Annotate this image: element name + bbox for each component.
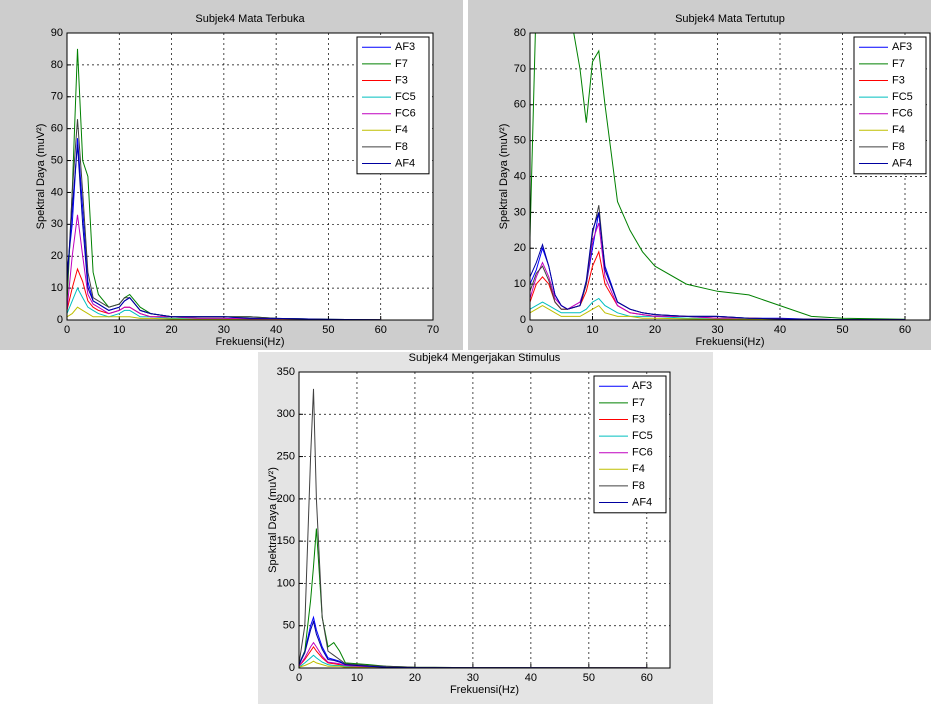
y-tick-label: 150	[277, 535, 295, 547]
y-tick-label: 40	[514, 170, 526, 182]
chart-title: Subjek4 Mata Tertutup	[675, 13, 785, 25]
legend-label: F7	[632, 397, 645, 409]
legend-label: AF3	[632, 380, 652, 392]
x-tick-label: 40	[774, 324, 786, 336]
y-tick-label: 50	[51, 154, 63, 166]
figure: 0 10 20 30 40 50 60 70 0 10 20 30 40 50 60 70 80 90 Subjek…	[0, 0, 931, 704]
x-tick-label: 40	[525, 672, 537, 684]
y-tick-label: 40	[51, 186, 63, 198]
y-tick-label: 0	[289, 662, 295, 674]
y-tick-label: 350	[277, 366, 295, 378]
legend-label: F7	[892, 58, 905, 70]
x-tick-label: 0	[64, 324, 70, 336]
y-tick-label: 20	[51, 250, 63, 262]
legend-box	[854, 37, 926, 174]
legend-label: AF4	[395, 157, 415, 169]
y-tick-label: 10	[51, 282, 63, 294]
y-tick-label: 30	[514, 206, 526, 218]
y-tick-label: 0	[57, 314, 63, 326]
x-tick-label: 20	[409, 672, 421, 684]
y-tick-label: 10	[514, 278, 526, 290]
x-tick-label: 30	[711, 324, 723, 336]
y-tick-label: 90	[51, 27, 63, 39]
legend-label: F3	[892, 74, 905, 86]
y-tick-label: 300	[277, 408, 295, 420]
x-tick-label: 60	[899, 324, 911, 336]
y-tick-label: 70	[51, 91, 63, 103]
legend-label: F7	[395, 58, 408, 70]
x-tick-label: 10	[351, 672, 363, 684]
legend-label: F3	[632, 413, 645, 425]
x-tick-label: 20	[649, 324, 661, 336]
x-tick-label: 70	[427, 324, 439, 336]
legend-box	[594, 376, 666, 513]
y-tick-label: 50	[283, 620, 295, 632]
x-tick-label: 60	[375, 324, 387, 336]
x-tick-label: 0	[527, 324, 533, 336]
y-axis-label: Spektral Daya (muV²)	[35, 124, 47, 230]
y-tick-label: 70	[514, 63, 526, 75]
y-tick-label: 80	[51, 59, 63, 71]
x-tick-label: 50	[583, 672, 595, 684]
legend-label: F4	[892, 124, 905, 136]
y-tick-label: 50	[514, 135, 526, 147]
chart-title: Subjek4 Mengerjakan Stimulus	[409, 352, 561, 364]
legend-label: AF4	[632, 496, 652, 508]
legend-label: FC6	[892, 108, 913, 120]
y-axis-label: Spektral Daya (muV²)	[498, 124, 510, 230]
legend-label: FC6	[395, 108, 416, 120]
y-tick-label: 30	[51, 218, 63, 230]
legend-label: F8	[892, 141, 905, 153]
legend-label: F4	[632, 463, 645, 475]
legend-label: FC5	[395, 91, 416, 103]
y-tick-label: 60	[514, 99, 526, 111]
legend-box	[357, 37, 429, 174]
legend-label: FC6	[632, 447, 653, 459]
x-tick-label: 60	[641, 672, 653, 684]
y-tick-label: 20	[514, 242, 526, 254]
chart-title: Subjek4 Mata Terbuka	[195, 13, 305, 25]
x-tick-label: 20	[165, 324, 177, 336]
y-axis-label: Spektral Daya (muV²)	[267, 467, 279, 573]
x-tick-label: 40	[270, 324, 282, 336]
x-tick-label: 30	[467, 672, 479, 684]
legend-label: F8	[632, 480, 645, 492]
y-tick-label: 80	[514, 27, 526, 39]
legend-label: F3	[395, 74, 408, 86]
legend-label: F4	[395, 124, 408, 136]
legend-label: AF3	[892, 41, 912, 53]
x-tick-label: 50	[322, 324, 334, 336]
x-axis-label: Frekuensi(Hz)	[450, 684, 519, 696]
y-tick-label: 200	[277, 493, 295, 505]
x-axis-label: Frekuensi(Hz)	[695, 336, 764, 348]
legend-label: FC5	[892, 91, 913, 103]
y-tick-label: 250	[277, 450, 295, 462]
x-tick-label: 50	[836, 324, 848, 336]
x-tick-label: 10	[113, 324, 125, 336]
legend-label: F8	[395, 141, 408, 153]
legend-label: AF4	[892, 157, 912, 169]
legend-label: FC5	[632, 430, 653, 442]
x-tick-label: 30	[218, 324, 230, 336]
y-tick-label: 60	[51, 123, 63, 135]
x-tick-label: 0	[296, 672, 302, 684]
x-tick-label: 10	[586, 324, 598, 336]
legend-label: AF3	[395, 41, 415, 53]
y-tick-label: 0	[520, 314, 526, 326]
x-axis-label: Frekuensi(Hz)	[215, 336, 284, 348]
y-tick-label: 100	[277, 577, 295, 589]
